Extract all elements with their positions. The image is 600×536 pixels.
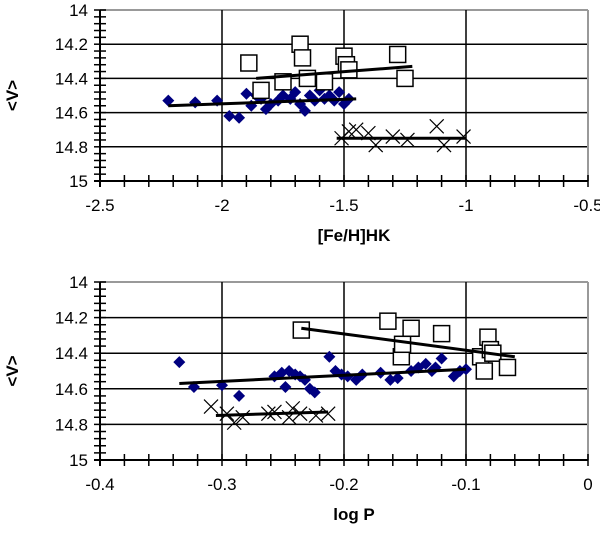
log-period-plot: 14 14.2 14.4 14.6 14.8 15 -0.4 -0.3 -0.2 -0.1 0 log… [3,273,593,524]
x-tick-label: -0.1 [451,475,480,494]
square-marker [402,319,420,338]
square-marker [393,335,412,354]
cross-marker [226,415,242,431]
x-axis-title: log P [333,505,375,524]
cross-marker [400,132,415,148]
cross-marker [368,137,384,153]
x-tick-label: -1.5 [329,196,358,215]
y-tick-label: 14.6 [55,380,88,399]
cross-marker [267,404,282,420]
diamond-marker [173,356,186,369]
squares-fit-line [256,64,413,80]
square-marker [396,69,414,88]
diamond-marker [308,386,321,399]
cross-marker [348,122,364,138]
y-tick-label: 15 [69,451,88,470]
diamond-marker [391,372,404,385]
diamond-marker [223,110,236,123]
diamond-marker [289,86,302,99]
diamond-marker [233,389,246,402]
metallicity-plot: 14 14.2 14.4 14.6 14.8 15 -2.5 -2 -1.5 -1 -0.5 [Fe/… [3,1,600,245]
y-axis-title: <V> [3,355,22,386]
cross-marker [436,137,452,153]
x-tick-label: -1 [458,196,473,215]
y-tick-label: 14.2 [55,309,88,328]
x-tick-label: -0.4 [85,475,114,494]
squares-fit-line [301,326,515,359]
diamond-marker [298,104,311,117]
square-marker [475,362,494,380]
diamond-marker [189,96,202,109]
y-tick-label: 14 [69,1,88,20]
diamonds-fit-line [179,367,467,385]
diamonds-fit-line [168,97,357,108]
diamond-marker [240,87,253,100]
crosses-fit-line [215,410,329,417]
diamond-marker [333,86,346,99]
diamond-marker [162,94,175,107]
diamond-marker [233,111,246,124]
square-marker [498,358,517,377]
square-marker [293,49,312,67]
y-tick-label: 14.8 [55,415,88,434]
diamond-marker [323,350,336,363]
y-tick-label: 14.4 [55,344,88,363]
cross-marker [235,409,251,425]
square-marker [252,81,270,100]
x-tick-label: -0.3 [207,475,236,494]
x-tick-label: -2 [214,196,229,215]
cross-marker [385,129,401,144]
square-marker [388,45,407,64]
y-tick-label: 14.6 [55,104,88,123]
x-tick-label: 0 [583,475,592,494]
x-tick-label: -0.5 [573,196,600,215]
diamond-marker [419,357,432,370]
y-tick-label: 15 [69,172,88,191]
y-tick-label: 14.2 [55,35,88,54]
x-tick-label: -0.2 [329,475,358,494]
x-axis-title: [Fe/H]HK [318,226,391,245]
diamond-marker [435,352,448,365]
y-tick-label: 14.8 [55,138,88,157]
series-diamonds [173,350,472,402]
square-marker [379,312,397,330]
series-squares [292,312,517,380]
cross-marker [456,129,471,144]
cross-marker [203,399,219,415]
x-tick-label: -2.5 [85,196,114,215]
cross-marker [320,406,336,422]
square-marker [432,324,451,343]
y-tick-label: 14 [69,273,88,292]
square-marker [315,73,334,91]
y-tick-label: 14.4 [55,69,88,88]
square-marker [240,54,258,72]
series-squares [240,35,414,100]
cross-marker [429,118,445,134]
y-axis-title: <V> [3,80,22,111]
diamond-marker [279,381,292,394]
